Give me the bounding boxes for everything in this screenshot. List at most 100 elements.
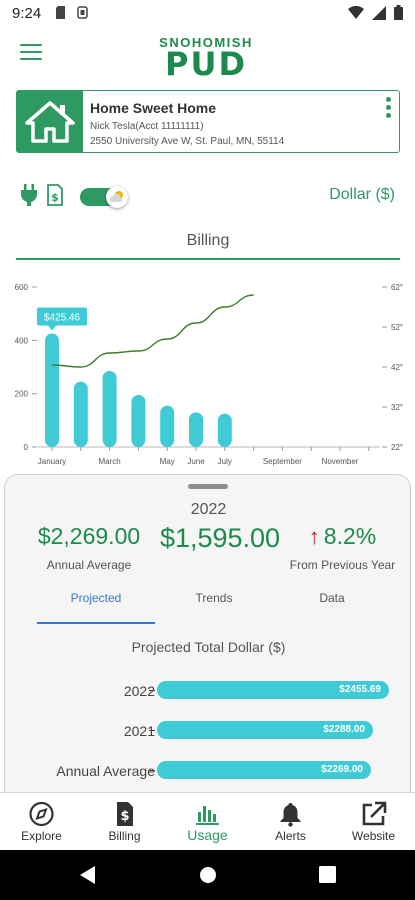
projected-row-label: Annual Average: [56, 763, 155, 779]
y2-tick-label: 52°: [391, 323, 403, 332]
projected-bar-value: $2288.00: [323, 724, 365, 735]
account-name: Home Sweet Home: [90, 100, 217, 116]
nav-usage-label: Usage: [187, 827, 228, 843]
projected-row-label: 2022: [123, 683, 155, 699]
nav-usage[interactable]: Usage: [166, 793, 249, 851]
x-tick-label: March: [98, 457, 120, 466]
tab-billing-label: Billing: [186, 232, 230, 249]
y-tick-label: 200: [15, 390, 29, 399]
weather-overlay-toggle[interactable]: [80, 186, 128, 208]
annual-average-stat: $2,269.00 Annual Average: [29, 523, 149, 572]
nav-explore[interactable]: Explore: [0, 793, 83, 851]
snohomish-pud-logo: SNOHOMISH PUD: [136, 35, 276, 81]
annual-average-label: Annual Average: [46, 558, 132, 572]
summary-year: 2022: [190, 501, 227, 518]
sd-card-icon: [56, 6, 65, 19]
x-tick-label: June: [187, 457, 205, 466]
status-time: 9:24: [12, 5, 42, 22]
wifi-icon: [348, 5, 364, 19]
weather-sun-cloud-icon: [106, 186, 128, 208]
projected-row-label: 2021: [123, 723, 155, 739]
y2-tick-label: 62°: [391, 283, 403, 292]
unit-selector[interactable]: Dollar ($): [329, 186, 395, 203]
y-tick-label: 600: [15, 283, 29, 292]
y-tick-label: 0: [24, 443, 29, 452]
x-tick-label: November: [322, 457, 359, 466]
tab-projected[interactable]: Projected: [37, 588, 155, 624]
tab-data[interactable]: Data: [319, 591, 345, 605]
bill-dollar-icon[interactable]: $: [47, 184, 63, 206]
change-stat: ↑ 8.2% From Previous Year: [280, 523, 405, 572]
bar: [131, 395, 146, 447]
house-icon: [17, 91, 83, 152]
home-icon[interactable]: [199, 866, 217, 884]
nav-alerts[interactable]: Alerts: [249, 793, 332, 851]
cellular-icon: [372, 5, 386, 20]
electric-plug-icon[interactable]: [20, 184, 38, 206]
recents-icon[interactable]: [319, 866, 336, 883]
sim-icon: [76, 6, 88, 19]
current-total-value: $1,595.00: [159, 523, 281, 553]
bell-icon: [280, 803, 301, 827]
account-owner: Nick Tesla(Acct 11111111): [90, 121, 204, 132]
projected-row-2022: 2022 $2455.69: [5, 681, 410, 701]
projected-row-annual-average: Annual Average $2269.00: [5, 761, 410, 781]
tooltip-pointer: [48, 325, 56, 331]
y-tick-label: 400: [15, 336, 29, 345]
projected-bar: $2455.69: [157, 681, 389, 699]
bar: [189, 412, 203, 447]
bar: [160, 405, 175, 447]
x-tick-label: July: [218, 457, 232, 466]
logo-line1: SNOHOMISH: [159, 35, 253, 50]
projected-bar-value: $2455.69: [339, 684, 381, 695]
back-icon[interactable]: [80, 866, 96, 884]
arrow-up-icon: ↑: [308, 524, 320, 549]
bar: [102, 371, 117, 447]
selected-value-label: $425.46: [44, 313, 81, 324]
external-link-icon: [362, 801, 387, 826]
sheet-drag-handle[interactable]: [188, 484, 228, 489]
x-tick-label: January: [38, 457, 66, 466]
tab-underline: [16, 258, 400, 260]
bar: [217, 413, 232, 447]
annual-average-value: $2,269.00: [37, 523, 141, 549]
more-options-icon[interactable]: [383, 97, 393, 145]
hamburger-menu-icon[interactable]: [20, 44, 42, 62]
battery-icon: [394, 5, 403, 20]
summary-sheet: 2022 $2,269.00 Annual Average $1,595.00 …: [4, 474, 411, 804]
account-card[interactable]: Home Sweet Home Nick Tesla(Acct 11111111…: [16, 90, 400, 153]
summary-subtabs: Projected Trends Data: [37, 588, 391, 624]
nav-alerts-label: Alerts: [275, 829, 306, 843]
status-bar: 9:24: [0, 0, 415, 28]
svg-text:$: $: [51, 191, 59, 204]
projected-row-2021: 2021 $2288.00: [5, 721, 410, 741]
nav-billing-label: Billing: [108, 829, 141, 843]
bar: [73, 381, 88, 447]
change-label: From Previous Year: [289, 558, 396, 572]
nav-billing[interactable]: $ Billing: [83, 793, 166, 851]
y2-tick-label: 22°: [391, 443, 403, 452]
projected-bar: $2269.00: [157, 761, 371, 779]
bill-icon: $: [117, 802, 133, 826]
change-value: 8.2%: [323, 523, 377, 549]
bottom-navigation: Explore $ Billing Usage Alerts Website: [0, 792, 415, 850]
billing-chart[interactable]: 0 200 400 600 22° 32° 42° 52° 62° January March May…: [0, 275, 415, 475]
tab-trends[interactable]: Trends: [195, 591, 233, 605]
account-address: 2550 University Ave W, St. Paul, MN, 551…: [90, 136, 285, 147]
x-tick-label: September: [263, 457, 302, 466]
y2-tick-label: 42°: [391, 363, 403, 372]
current-total-stat: $1,595.00: [155, 523, 285, 554]
system-navigation-bar: [0, 850, 415, 900]
projected-bar-value: $2269.00: [321, 764, 363, 775]
bar-chart-icon: [196, 806, 219, 825]
projected-bar: $2288.00: [157, 721, 373, 739]
x-tick-label: May: [160, 457, 175, 466]
nav-website-label: Website: [351, 829, 396, 843]
y2-tick-label: 32°: [391, 403, 403, 412]
status-notification-icons: [56, 6, 88, 22]
compass-icon: [29, 801, 54, 827]
projected-title: Projected Total Dollar ($): [131, 639, 286, 655]
nav-website[interactable]: Website: [332, 793, 415, 851]
tab-billing[interactable]: Billing: [16, 232, 400, 260]
bar: [45, 333, 59, 447]
